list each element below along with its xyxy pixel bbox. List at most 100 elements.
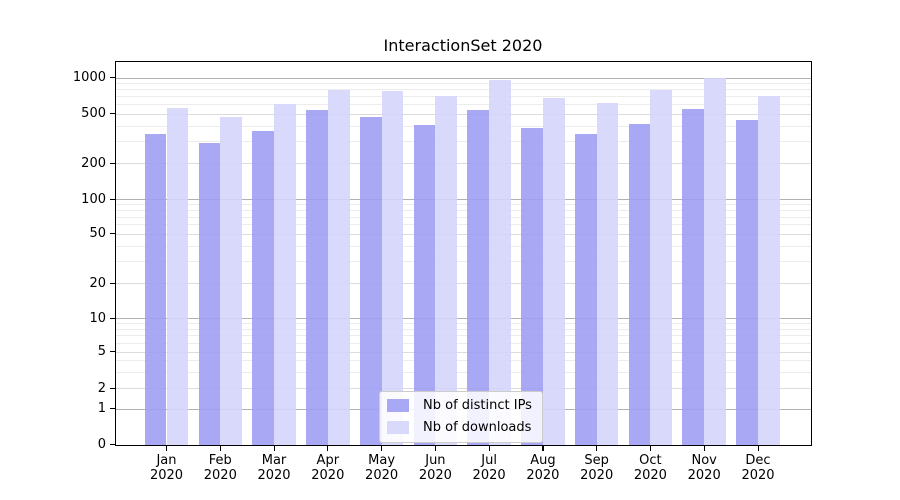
gridline-10 bbox=[116, 318, 811, 319]
x-tick-label-nov: Nov 2020 bbox=[687, 453, 721, 483]
plot-area bbox=[115, 61, 812, 446]
bar-downloads-aug bbox=[542, 98, 565, 445]
bar-downloads-jun bbox=[435, 96, 458, 445]
x-tick-mark-aug bbox=[542, 446, 544, 451]
x-tick-mark-may bbox=[381, 446, 383, 451]
x-tick-label-jan: Jan 2020 bbox=[149, 453, 184, 483]
x-tick-mark-jun bbox=[434, 446, 437, 451]
legend-swatch-downloads bbox=[387, 421, 409, 434]
y-tick-label-500: 500 bbox=[81, 106, 106, 121]
gridline-80 bbox=[116, 210, 811, 212]
x-tick-label-dec: Dec 2020 bbox=[741, 453, 775, 483]
y-tick-mark-50 bbox=[110, 233, 115, 235]
x-tick-mark-apr bbox=[327, 446, 329, 451]
gridline-200 bbox=[116, 163, 811, 164]
y-tick-label-20: 20 bbox=[89, 275, 106, 291]
y-tick-label-50: 50 bbox=[89, 226, 106, 241]
gridline-40 bbox=[116, 245, 811, 247]
gridline-100 bbox=[116, 199, 811, 200]
x-tick-mark-dec bbox=[757, 446, 759, 451]
y-tick-mark-20 bbox=[110, 282, 115, 284]
y-tick-mark-100 bbox=[110, 198, 115, 200]
y-tick-mark-500 bbox=[110, 113, 115, 115]
y-tick-label-2: 2 bbox=[97, 380, 106, 396]
bar-downloads-dec bbox=[758, 96, 780, 445]
bar-distinct-ips-jul bbox=[467, 109, 490, 445]
chart-title: InteractionSet 2020 bbox=[383, 36, 543, 55]
bar-distinct-ips-aug bbox=[521, 127, 543, 445]
gridline-800 bbox=[116, 89, 811, 91]
bar-distinct-ips-apr bbox=[306, 109, 328, 445]
legend-item-downloads: Nb of downloads bbox=[387, 420, 532, 435]
x-tick-label-jun: Jun 2020 bbox=[418, 453, 452, 483]
gridline-4 bbox=[116, 360, 811, 362]
x-tick-mark-nov bbox=[703, 446, 705, 451]
bar-distinct-ips-nov bbox=[682, 109, 705, 445]
y-tick-label-10: 10 bbox=[89, 310, 106, 326]
gridline-400 bbox=[116, 125, 811, 127]
gridline-20 bbox=[116, 283, 811, 284]
gridline-9 bbox=[116, 323, 811, 325]
x-tick-label-mar: Mar 2020 bbox=[257, 453, 291, 483]
legend-label-distinct-ips: Nb of distinct IPs bbox=[423, 398, 532, 413]
y-tick-mark-1000 bbox=[110, 77, 115, 79]
gridline-7 bbox=[116, 335, 811, 337]
bar-downloads-mar bbox=[274, 104, 296, 445]
x-tick-mark-jan bbox=[166, 446, 168, 451]
bar-downloads-apr bbox=[327, 89, 350, 445]
gridline-60 bbox=[116, 224, 811, 226]
y-tick-mark-10 bbox=[110, 317, 115, 319]
x-tick-label-feb: Feb 2020 bbox=[203, 453, 237, 483]
legend-swatch-distinct-ips bbox=[387, 399, 409, 412]
y-tick-mark-0 bbox=[110, 444, 115, 446]
gridline-50 bbox=[116, 233, 811, 235]
bar-downloads-nov bbox=[704, 77, 726, 445]
gridline-300 bbox=[116, 141, 811, 143]
y-tick-label-200: 200 bbox=[81, 155, 106, 171]
legend-item-distinct-ips: Nb of distinct IPs bbox=[387, 398, 532, 413]
bar-downloads-jan bbox=[166, 107, 189, 445]
bar-downloads-jul bbox=[489, 80, 511, 445]
gridline-6 bbox=[116, 342, 811, 344]
gridline-30 bbox=[116, 261, 811, 263]
gridline-600 bbox=[116, 104, 811, 105]
x-tick-label-jul: Jul 2020 bbox=[472, 453, 506, 483]
bar-distinct-ips-may bbox=[359, 116, 382, 445]
bar-downloads-oct bbox=[650, 90, 673, 445]
legend-label-downloads: Nb of downloads bbox=[423, 420, 532, 435]
y-tick-mark-5 bbox=[110, 351, 115, 353]
y-tick-mark-200 bbox=[110, 162, 115, 164]
bar-downloads-may bbox=[381, 91, 404, 445]
gridline-8 bbox=[116, 328, 811, 330]
x-tick-mark-jul bbox=[488, 446, 490, 451]
y-tick-label-5: 5 bbox=[97, 344, 106, 359]
gridline-500 bbox=[116, 113, 811, 115]
x-tick-mark-oct bbox=[649, 446, 652, 451]
bar-distinct-ips-jun bbox=[413, 124, 436, 445]
x-tick-mark-feb bbox=[219, 446, 221, 451]
bar-distinct-ips-feb bbox=[198, 142, 221, 445]
x-tick-label-sep: Sep 2020 bbox=[580, 453, 614, 483]
y-tick-label-1000: 1000 bbox=[72, 70, 106, 85]
bar-distinct-ips-dec bbox=[736, 120, 758, 445]
gridline-1000 bbox=[116, 77, 811, 79]
x-tick-mark-mar bbox=[273, 446, 275, 451]
y-tick-label-0: 0 bbox=[97, 437, 106, 452]
gridline-700 bbox=[116, 96, 811, 97]
bar-distinct-ips-mar bbox=[252, 130, 274, 445]
x-tick-label-may: May 2020 bbox=[365, 453, 399, 483]
x-tick-label-oct: Oct 2020 bbox=[633, 453, 667, 483]
gridline-3 bbox=[116, 371, 811, 373]
gridline-900 bbox=[116, 83, 811, 84]
legend: Nb of distinct IPs Nb of downloads bbox=[379, 391, 543, 443]
gridline-90 bbox=[116, 204, 811, 206]
x-tick-label-aug: Aug 2020 bbox=[526, 453, 560, 483]
bar-distinct-ips-oct bbox=[628, 124, 651, 445]
gridline-2 bbox=[116, 388, 811, 389]
y-tick-mark-2 bbox=[110, 387, 115, 389]
y-tick-label-1: 1 bbox=[97, 401, 106, 416]
y-tick-label-100: 100 bbox=[81, 191, 106, 207]
gridline-70 bbox=[116, 216, 811, 218]
y-tick-mark-1 bbox=[110, 408, 115, 410]
